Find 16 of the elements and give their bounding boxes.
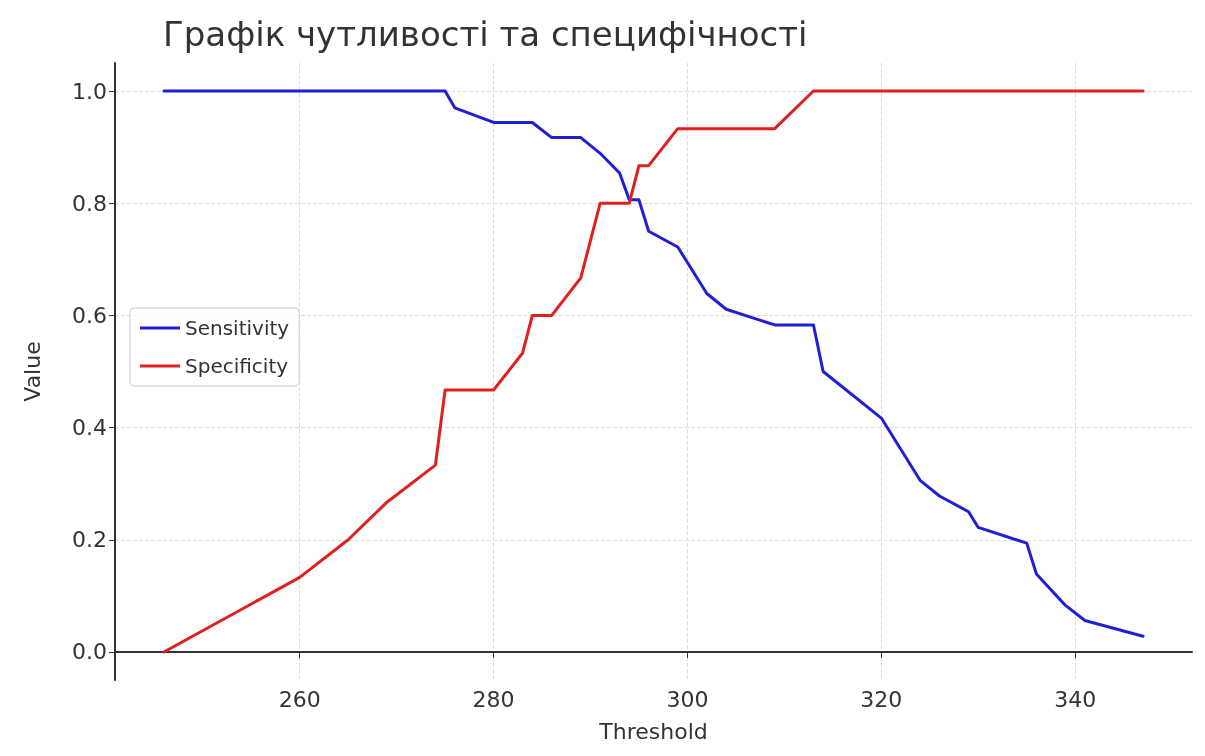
x-tick-label: 280 bbox=[472, 686, 515, 712]
y-tick-label: 0.4 bbox=[72, 415, 107, 441]
y-tick-label: 0.8 bbox=[72, 190, 107, 216]
legend-label: Specificity bbox=[185, 354, 289, 378]
y-tick-label: 0.6 bbox=[72, 302, 107, 328]
x-tick-label: 300 bbox=[666, 686, 709, 712]
x-tick-label: 340 bbox=[1054, 686, 1097, 712]
y-tick-label: 1.0 bbox=[72, 78, 107, 104]
legend-label: Sensitivity bbox=[185, 316, 290, 340]
y-tick-label: 0.2 bbox=[72, 527, 107, 553]
x-axis-title: Threshold bbox=[598, 718, 708, 744]
y-tick-label: 0.0 bbox=[72, 639, 107, 665]
x-tick-label: 260 bbox=[278, 686, 321, 712]
chart-title: Графік чутливості та специфічності bbox=[163, 14, 808, 54]
y-axis-title: Value bbox=[19, 341, 45, 402]
x-tick-label: 320 bbox=[860, 686, 903, 712]
